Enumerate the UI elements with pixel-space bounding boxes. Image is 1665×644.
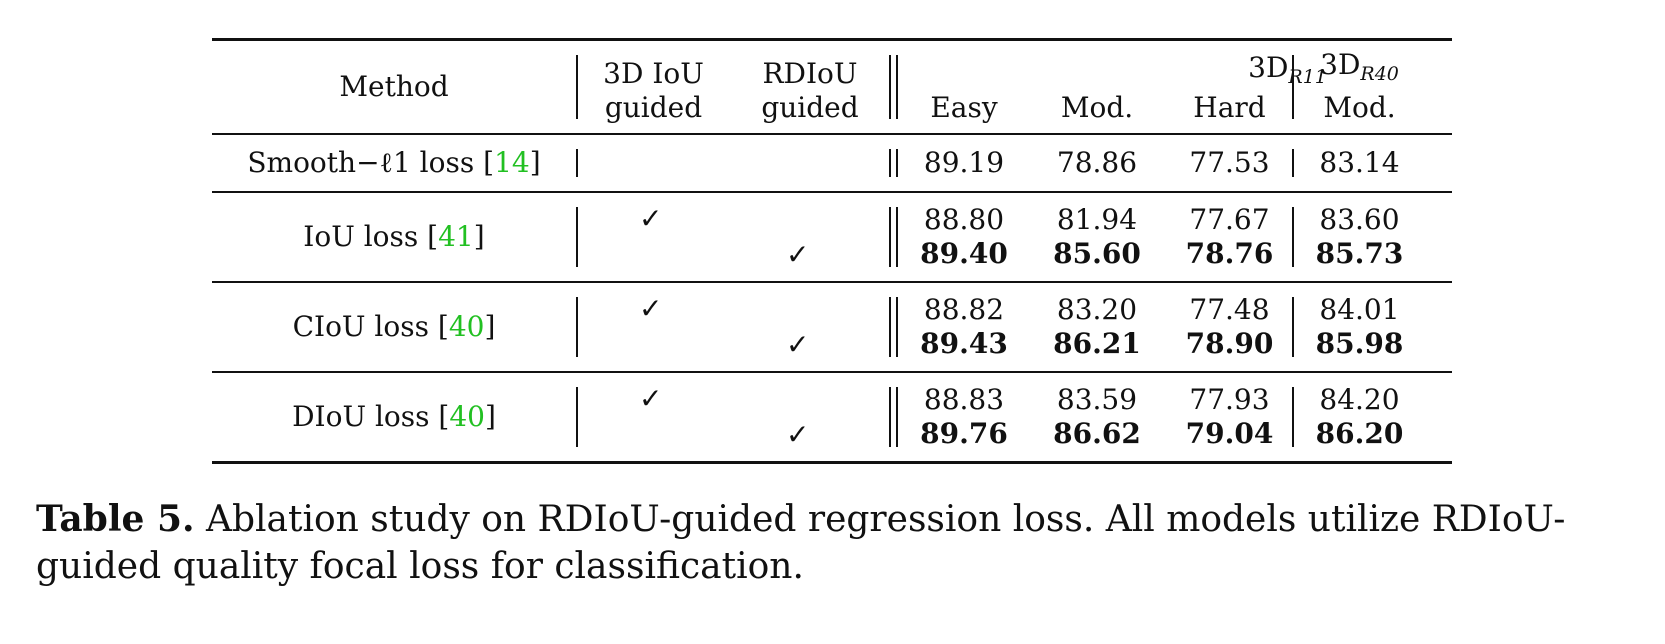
rdiou-guided-cell [731,135,889,191]
hard-value: 77.93 [1189,383,1270,416]
r40-mod-value: 83.14 [1319,146,1400,179]
easy-value: 89.43 [920,327,1008,360]
iou-guided-cell [576,135,731,191]
mod-value: 85.60 [1053,237,1141,270]
easy-value: 88.80 [923,203,1005,236]
mod-value: 78.86 [1056,146,1138,179]
hard-value: 78.90 [1185,327,1274,360]
table-row-diou-loss: DIoU loss [40] ✓ ✓ 88.83 89.76 83.59 86.62… [212,373,1452,461]
rdiou-guided-cell: ✓ [731,373,889,461]
citation-link[interactable]: 14 [494,146,530,179]
iou-guided-cell: ✓ [576,373,731,461]
r40-mod-value: 84.20 [1319,383,1400,416]
citation-link[interactable]: 40 [449,400,485,433]
caption-text: Ablation study on RDIoU-guided regressio… [36,499,1566,587]
header-3d-r40-mod: 3DR40 Mod. [1320,48,1399,124]
easy-value: 89.19 [923,146,1005,179]
rdiou-guided-cell: ✓ [731,283,889,371]
method-name: DIoU loss [40] [292,400,496,433]
header-rdiou-guided: RDIoU guided [761,57,859,124]
top-rule [212,38,1452,41]
header-3d-r11-group: 3DR11 [1248,51,1327,88]
checkmark-icon: ✓ [786,238,810,271]
checkmark-icon: ✓ [639,292,663,325]
bottom-rule [212,461,1452,464]
header-method: Method [339,70,449,103]
r40-mod-value: 86.20 [1315,417,1404,450]
r40-mod-value: 83.60 [1319,203,1400,236]
easy-value: 88.83 [923,383,1005,416]
citation-link[interactable]: 41 [438,220,474,253]
mod-value: 86.62 [1053,417,1141,450]
header-3d-iou-guided: 3D IoU guided [603,57,704,124]
r40-mod-value: 84.01 [1319,293,1400,326]
header-hard: Hard [1193,91,1266,124]
hard-value: 77.53 [1189,146,1270,179]
r40-mod-value: 85.73 [1315,237,1404,270]
method-name: Smooth−ℓ1 loss [14] [247,146,541,179]
header-mod: Mod. [1060,91,1134,124]
hard-value: 79.04 [1185,417,1274,450]
r40-mod-value: 85.98 [1315,327,1404,360]
table-row-ciou-loss: CIoU loss [40] ✓ ✓ 88.82 89.43 83.20 86.21… [212,283,1452,371]
hard-value: 77.67 [1189,203,1270,236]
table-row-smooth-l1: Smooth−ℓ1 loss [14] 89.19 78.86 77.53 83… [212,135,1452,191]
iou-guided-cell: ✓ [576,283,731,371]
method-name: CIoU loss [40] [292,310,496,343]
table-row-iou-loss: IoU loss [41] ✓ ✓ 88.80 89.40 81.94 85.60 … [212,193,1452,281]
citation-link[interactable]: 40 [448,310,485,343]
results-table: 3DR11 Method 3D IoU guided RDIoU guided … [212,38,1452,464]
caption-label: Table 5. [36,498,195,540]
easy-value: 89.40 [920,237,1008,270]
checkmark-icon: ✓ [639,202,663,235]
iou-guided-cell: ✓ [576,193,731,281]
hard-value: 77.48 [1189,293,1270,326]
checkmark-icon: ✓ [786,328,810,361]
checkmark-icon: ✓ [639,382,663,415]
header-easy: Easy [930,91,998,124]
mod-value: 81.94 [1056,203,1138,236]
table-header: 3DR11 Method 3D IoU guided RDIoU guided … [212,41,1452,133]
checkmark-icon: ✓ [786,418,810,451]
hard-value: 78.76 [1185,237,1274,270]
mod-value: 83.20 [1056,293,1138,326]
easy-value: 89.76 [920,417,1008,450]
table-caption: Table 5. Ablation study on RDIoU-guided … [36,496,1636,590]
mod-value: 83.59 [1056,383,1138,416]
easy-value: 88.82 [923,293,1005,326]
method-name: IoU loss [41] [303,220,485,253]
mod-value: 86.21 [1053,327,1141,360]
rdiou-guided-cell: ✓ [731,193,889,281]
